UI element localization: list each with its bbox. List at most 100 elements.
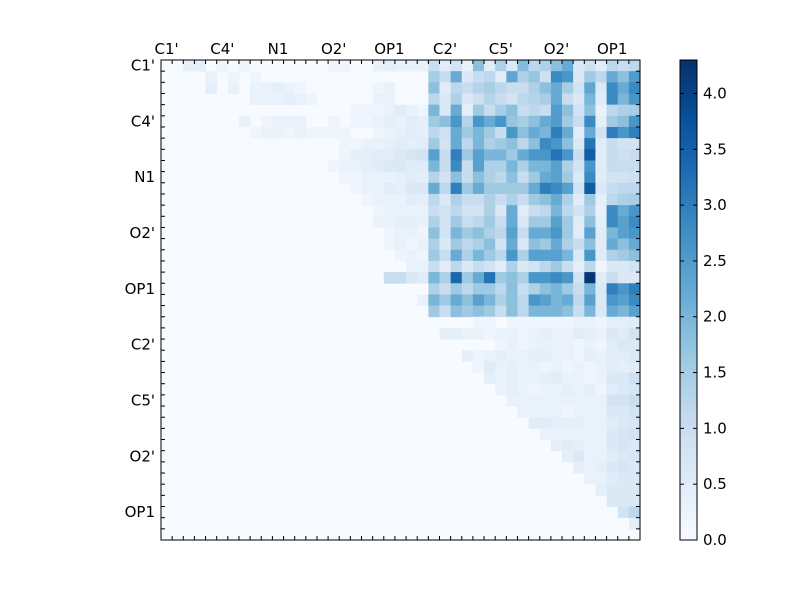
heatmap-frame: [160, 59, 641, 541]
heatmap-cell: [606, 238, 619, 251]
heatmap-cell: [450, 82, 463, 94]
heatmap-cell: [461, 126, 474, 139]
heatmap-cell: [595, 160, 607, 173]
heatmap-cell: [495, 260, 507, 273]
heatmap-cell: [450, 227, 463, 239]
heatmap-cell: [617, 417, 630, 429]
heatmap-cell: [595, 484, 607, 496]
heatmap-cell: [562, 394, 574, 407]
heatmap-cell: [461, 160, 474, 173]
heatmap-cell: [573, 417, 585, 429]
heatmap-cell: [439, 327, 452, 340]
heatmap-cell: [528, 361, 541, 373]
heatmap-cell: [450, 305, 463, 318]
heatmap-cell: [428, 71, 440, 83]
heatmap-cell: [450, 126, 463, 139]
heatmap-cell: [517, 138, 530, 150]
y-tick-label: O2': [130, 447, 155, 465]
heatmap-cell: [517, 227, 530, 239]
heatmap-cell: [461, 149, 474, 161]
heatmap-cell: [484, 327, 496, 340]
heatmap-cell: [595, 149, 607, 161]
heatmap-cell: [584, 104, 596, 117]
heatmap-cell: [628, 461, 641, 474]
heatmap-cell: [595, 305, 607, 318]
heatmap-cell: [339, 138, 351, 150]
heatmap-cell: [372, 149, 385, 161]
heatmap-cell: [528, 93, 541, 106]
heatmap-cell: [439, 115, 452, 128]
heatmap-cell: [617, 216, 630, 228]
heatmap-cell: [461, 350, 474, 362]
heatmap-cell: [539, 227, 552, 239]
heatmap-cell: [539, 372, 552, 385]
heatmap-cell: [539, 60, 552, 72]
heatmap-cell: [506, 394, 518, 407]
heatmap-cell: [606, 71, 619, 83]
heatmap-cell: [562, 71, 574, 83]
heatmap-cell: [606, 216, 619, 228]
heatmap-cell: [550, 71, 563, 83]
heatmap-cell: [550, 126, 563, 139]
heatmap-cell: [584, 305, 596, 318]
heatmap-cell: [472, 238, 485, 251]
heatmap-cell: [506, 171, 518, 184]
heatmap-cell: [417, 260, 429, 273]
heatmap-cell: [361, 149, 374, 161]
heatmap-cell: [417, 104, 429, 117]
heatmap-cell: [617, 439, 630, 452]
heatmap-cell: [573, 260, 585, 273]
heatmap-cell: [328, 115, 340, 128]
heatmap-cell: [261, 93, 273, 106]
heatmap-cell: [495, 126, 507, 139]
heatmap-cell: [528, 305, 541, 318]
heatmap-cell: [428, 216, 440, 228]
heatmap-cell: [606, 260, 619, 273]
heatmap-cell: [372, 182, 385, 195]
x-axis-labels: C1' C4' N1 O2' OP1 C2' C5' O2' OP1: [155, 40, 628, 58]
x-tick-label: OP1: [597, 40, 627, 58]
y-tick-label: C5': [131, 392, 155, 410]
heatmap-cell: [461, 227, 474, 239]
heatmap-cell: [484, 260, 496, 273]
heatmap-cell: [350, 115, 362, 128]
heatmap-cell: [550, 193, 563, 206]
heatmap-cell: [595, 272, 607, 284]
heatmap-cell: [506, 272, 518, 284]
heatmap-cell: [606, 473, 619, 485]
heatmap-cell: [550, 439, 563, 452]
heatmap-cell: [517, 283, 530, 295]
heatmap-cell: [628, 350, 641, 362]
heatmap-cell: [528, 82, 541, 94]
heatmap-cell: [394, 249, 407, 262]
heatmap-cell: [406, 138, 418, 150]
heatmap-cell: [450, 294, 463, 306]
heatmap-cell: [205, 71, 218, 83]
heatmap-cell: [517, 60, 530, 72]
heatmap-cell: [573, 126, 585, 139]
heatmap-cell: [472, 93, 485, 106]
heatmap-cell: [539, 238, 552, 251]
heatmap-cell: [517, 305, 530, 318]
heatmap-cell: [539, 104, 552, 117]
heatmap-cell: [617, 82, 630, 94]
heatmap-cell: [517, 216, 530, 228]
heatmap-cell: [417, 238, 429, 251]
heatmap-cell: [417, 227, 429, 239]
heatmap-cell: [584, 461, 596, 474]
heatmap-cell: [428, 182, 440, 195]
heatmap-cell: [562, 316, 574, 329]
heatmap-cell: [606, 417, 619, 429]
heatmap-cell: [562, 171, 574, 184]
heatmap-cell: [617, 227, 630, 239]
heatmap-cell: [272, 115, 284, 128]
heatmap-cell: [450, 60, 463, 72]
heatmap-cell: [439, 294, 452, 306]
heatmap-cell: [439, 249, 452, 262]
heatmap-cell: [539, 149, 552, 161]
heatmap-cell: [617, 461, 630, 474]
heatmap-cell: [450, 205, 463, 217]
heatmap-cell: [617, 450, 630, 463]
heatmap-cell: [428, 171, 440, 184]
x-tick-label: O2': [321, 40, 346, 58]
